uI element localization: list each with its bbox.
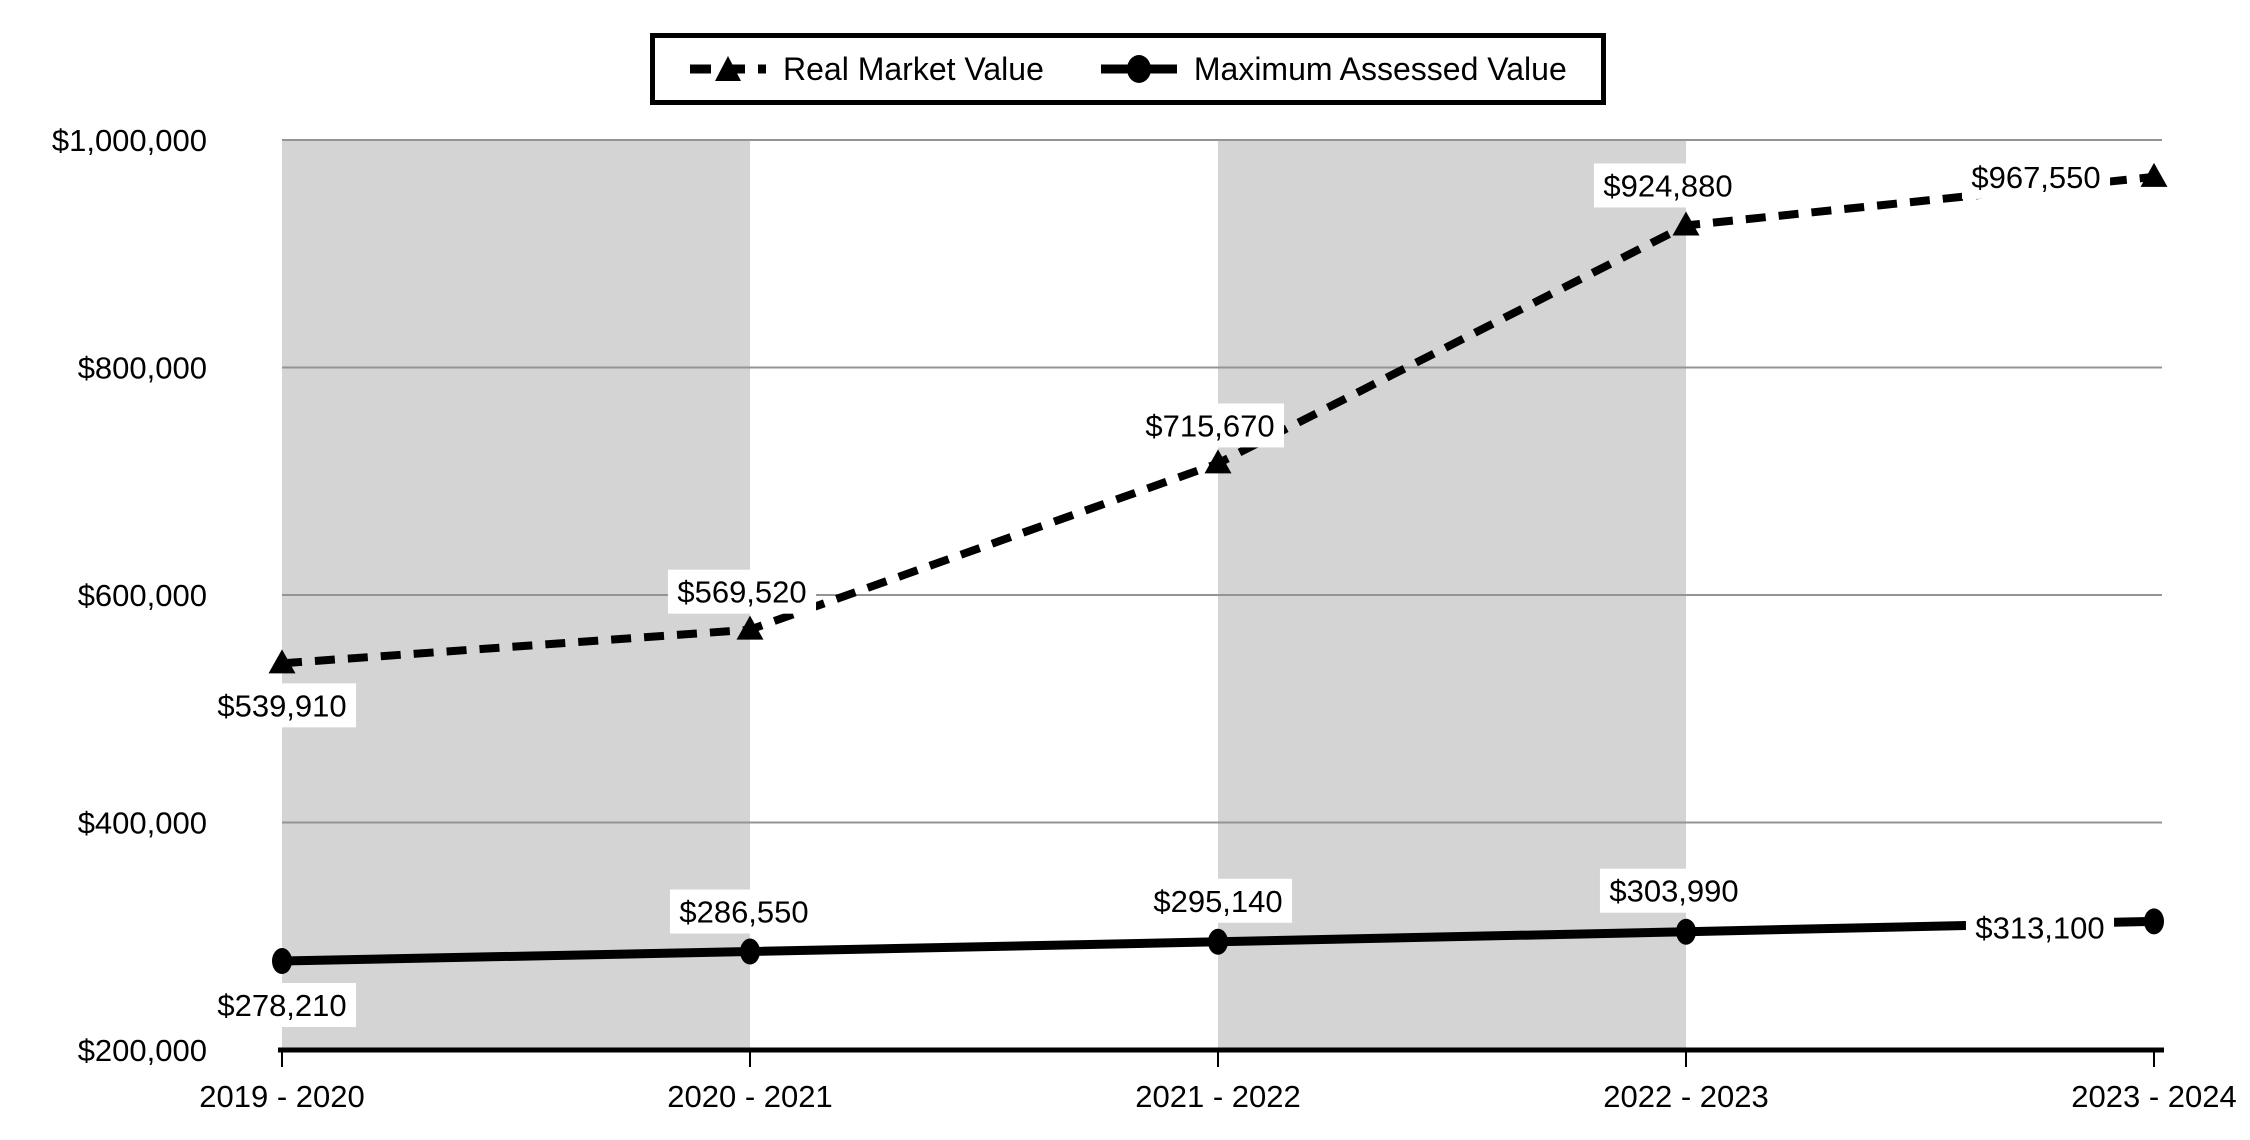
data-label: $924,880 — [1603, 168, 1732, 203]
data-label: $286,550 — [679, 895, 808, 930]
data-label: $303,990 — [1609, 874, 1738, 909]
y-axis-label: $600,000 — [78, 578, 207, 613]
circle-marker — [272, 948, 292, 975]
data-label-bg — [207, 683, 357, 728]
triangle-marker — [1672, 211, 1700, 236]
data-label-bg — [1599, 868, 1749, 913]
data-label: $539,910 — [217, 688, 346, 723]
legend-item-label: Real Market Value — [783, 50, 1044, 87]
x-axis-label: 2023 - 2024 — [2071, 1079, 2236, 1114]
data-label: $278,210 — [217, 988, 346, 1023]
data-label-bg — [1961, 154, 2111, 199]
y-axis-label: $1,000,000 — [52, 123, 207, 158]
data-label: $313,100 — [1975, 910, 2104, 945]
y-axis-label: $800,000 — [78, 351, 207, 386]
y-axis-label: $200,000 — [78, 1033, 207, 1068]
circle-marker — [2144, 908, 2164, 935]
legend-item-real-market-value: Real Market Value — [689, 51, 1044, 88]
data-label: $569,520 — [677, 575, 806, 610]
data-label: $967,550 — [1971, 160, 2100, 195]
circle-marker — [1676, 918, 1696, 945]
x-axis-label: 2022 - 2023 — [1603, 1079, 1768, 1114]
legend-item-label: Maximum Assessed Value — [1193, 50, 1567, 87]
data-label-bg — [1965, 905, 2115, 950]
triangle-marker — [2140, 162, 2168, 187]
data-label: $295,140 — [1153, 884, 1282, 919]
circle-marker — [740, 938, 760, 965]
data-label-bg — [669, 889, 819, 934]
dashed-line-triangle-marker-icon — [690, 56, 766, 81]
triangle-marker — [736, 615, 764, 640]
x-axis-label: 2019 - 2020 — [199, 1079, 364, 1114]
triangle-marker — [268, 649, 296, 674]
legend-item-maximum-assessed-value: Maximum Assessed Value — [1100, 51, 1567, 88]
data-label-bg — [207, 983, 357, 1028]
x-axis-label: 2020 - 2021 — [667, 1079, 832, 1114]
solid-line-circle-marker-icon — [1100, 55, 1177, 83]
data-label-bg — [1143, 878, 1293, 923]
x-axis-label: 2021 - 2022 — [1135, 1079, 1300, 1114]
triangle-marker — [1204, 449, 1232, 474]
data-label-bg — [1593, 163, 1743, 208]
circle-marker — [1208, 928, 1228, 955]
data-label-bg — [667, 569, 817, 614]
data-label-bg — [1135, 403, 1285, 448]
chart-legend: Real Market Value Maximum Assessed Value — [650, 33, 1606, 105]
data-label: $715,670 — [1145, 408, 1274, 443]
y-axis-label: $400,000 — [78, 806, 207, 841]
